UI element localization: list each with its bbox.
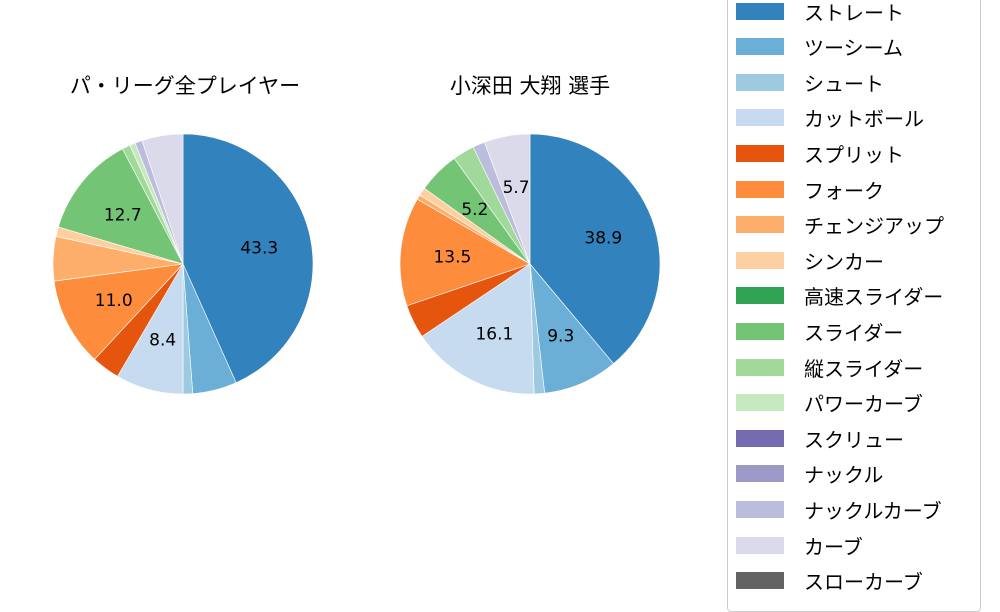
legend-item: シンカー	[736, 250, 884, 274]
pie-slice	[399, 198, 531, 307]
legend-label: スライダー	[804, 320, 904, 345]
legend: ストレートツーシームシュートカットボール スプリットフォークチェンジアップ シンカー…	[727, 0, 981, 612]
slice-label: 8.4	[149, 330, 176, 350]
chart-title-player: 小深田 大翔 選手	[449, 74, 611, 98]
legend-swatch	[736, 536, 784, 554]
pie-slice	[58, 148, 184, 265]
pie-slice	[529, 133, 661, 365]
slice-label: 5.2	[461, 200, 488, 220]
legend-swatch	[736, 322, 784, 340]
legend-item: フォーク	[736, 179, 884, 203]
legend-swatch	[736, 429, 784, 447]
legend-swatch	[736, 465, 784, 483]
legend-swatch	[736, 572, 784, 590]
legend-swatch	[736, 287, 784, 305]
slice-label: 11.0	[95, 291, 133, 311]
legend-swatch	[736, 500, 784, 518]
legend-label: シンカー	[804, 249, 884, 274]
slice-label: 43.3	[240, 239, 278, 259]
legend-item: カーブ	[736, 535, 863, 559]
legend-label: カーブ	[804, 534, 863, 559]
legend-item: ナックル	[736, 463, 883, 487]
pie-slice	[421, 263, 535, 395]
legend-swatch	[736, 394, 784, 412]
legend-item: ナックルカーブ	[736, 499, 942, 523]
legend-label: チェンジアップ	[804, 214, 944, 239]
legend-item: シュート	[736, 72, 884, 96]
pie-player: 38.9 9.3 16.1 13.5 5.2 5.7	[399, 133, 661, 395]
slice-label: 5.7	[503, 178, 530, 198]
legend-swatch	[736, 216, 784, 234]
slice-label: 12.7	[104, 205, 142, 225]
legend-label: カットボール	[804, 107, 924, 132]
pie-slice	[484, 133, 531, 265]
legend-swatch	[736, 2, 784, 20]
legend-swatch	[736, 73, 784, 91]
legend-label: スローカーブ	[804, 570, 923, 595]
legend-item: チェンジアップ	[736, 214, 944, 238]
legend-item: スローカーブ	[736, 570, 923, 594]
legend-item: 縦スライダー	[736, 357, 923, 381]
legend-label: ナックルカーブ	[804, 498, 942, 523]
legend-label: ナックル	[804, 463, 884, 488]
legend-label: スクリュー	[804, 427, 904, 452]
legend-item: スプリット	[736, 143, 904, 167]
legend-item: パワーカーブ	[736, 392, 923, 416]
legend-item: スクリュー	[736, 428, 904, 452]
slice-label: 38.9	[584, 228, 622, 248]
legend-item: 高速スライダー	[736, 285, 943, 309]
legend-label: ツーシーム	[804, 36, 903, 61]
legend-swatch	[736, 180, 784, 198]
legend-label: スプリット	[804, 142, 904, 167]
legend-item: カットボール	[736, 107, 924, 131]
pie-slice	[182, 133, 314, 384]
pie-league: 43.3 8.4 11.0 12.7	[52, 133, 314, 395]
legend-label: 縦スライダー	[804, 356, 924, 381]
slice-label: 13.5	[433, 247, 471, 267]
legend-swatch	[736, 109, 784, 127]
legend-label: ストレート	[804, 0, 904, 25]
legend-label: 高速スライダー	[804, 285, 944, 310]
chart-title-league: パ・リーグ全プレイヤー	[69, 74, 301, 98]
legend-label: シュート	[804, 71, 884, 96]
pie-slice	[53, 263, 184, 360]
slice-label: 9.3	[547, 327, 574, 347]
legend-swatch	[736, 358, 784, 376]
legend-label: フォーク	[804, 178, 884, 203]
pie-slice	[141, 133, 184, 265]
legend-label: パワーカーブ	[804, 392, 923, 417]
legend-item: ツーシーム	[736, 36, 903, 60]
slice-label: 16.1	[475, 324, 513, 344]
legend-item: ストレート	[736, 1, 904, 25]
legend-swatch	[736, 38, 784, 56]
legend-swatch	[736, 144, 784, 162]
legend-item: スライダー	[736, 321, 903, 345]
legend-swatch	[736, 251, 784, 269]
